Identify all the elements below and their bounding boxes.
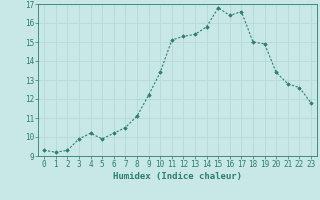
X-axis label: Humidex (Indice chaleur): Humidex (Indice chaleur)	[113, 172, 242, 181]
